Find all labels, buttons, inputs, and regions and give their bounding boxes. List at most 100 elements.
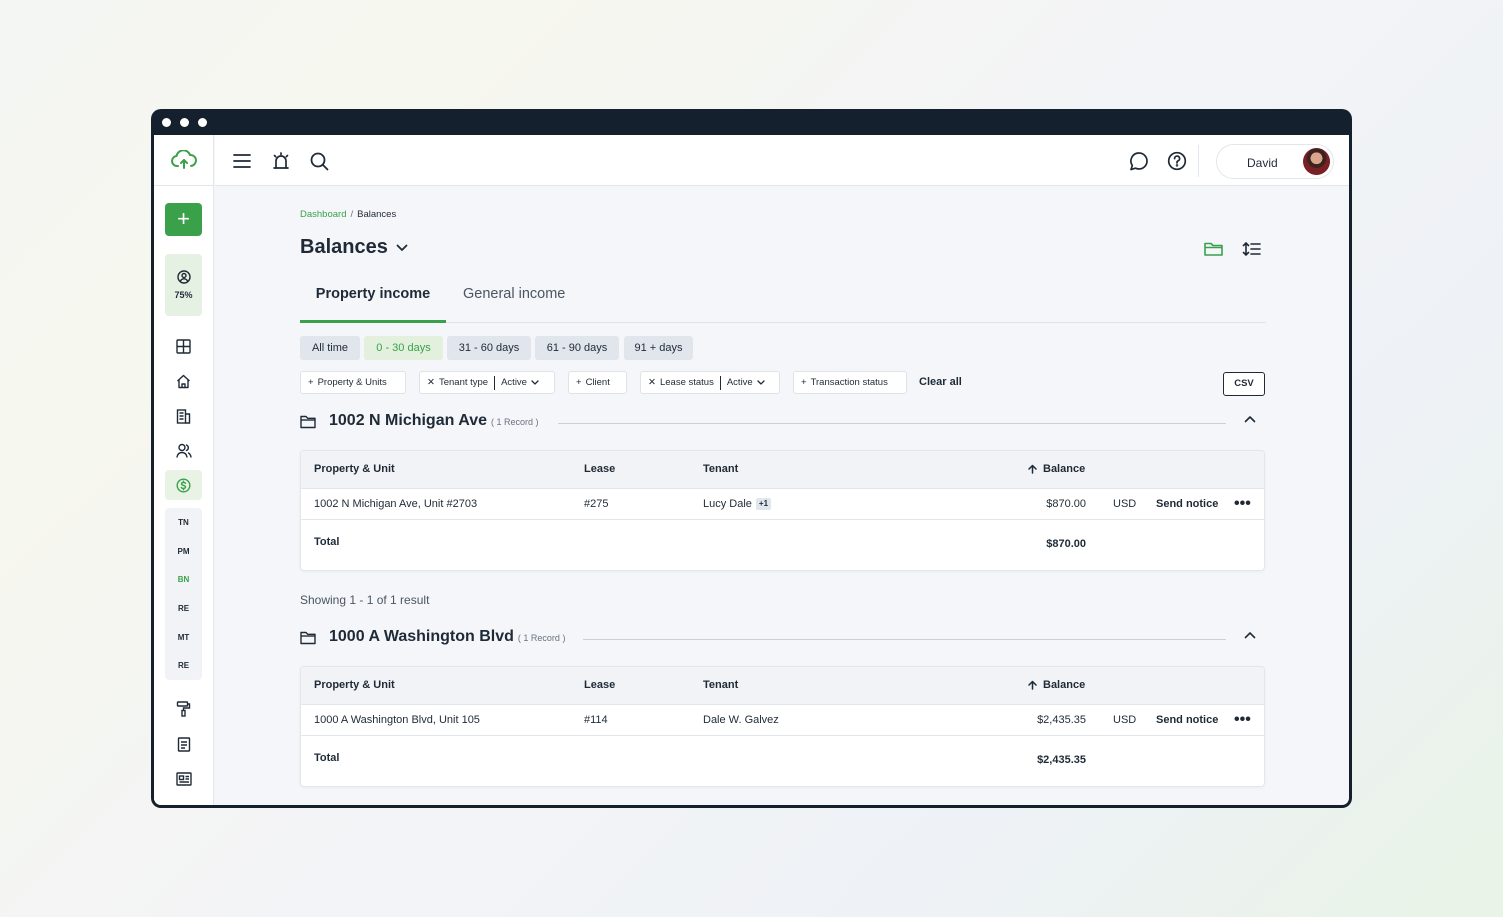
column-header-balance-label: Balance: [1043, 679, 1086, 691]
sidebar-tag-mt[interactable]: MT: [177, 632, 190, 642]
balances-table: Property & Unit Lease Tenant Balance 100…: [300, 666, 1265, 787]
sidebar-item-dashboard[interactable]: [165, 331, 202, 361]
group-header: 1000 A Washington Blvd( 1 Record ): [300, 628, 1266, 650]
column-header-lease[interactable]: Lease: [584, 463, 616, 475]
breadcrumb: Dashboard / Balances: [300, 209, 396, 220]
column-header-balance[interactable]: Balance: [1028, 463, 1085, 475]
filter-transaction-status[interactable]: + Transaction status: [793, 371, 907, 394]
chip-31-60-days[interactable]: 31 - 60 days: [447, 336, 531, 360]
cell-tenant[interactable]: Dale W. Galvez: [703, 714, 779, 726]
total-label: Total: [314, 536, 340, 548]
sidebar-item-maintenance[interactable]: [165, 694, 202, 724]
group-title-text: 1002 N Michigan Ave: [329, 412, 487, 429]
column-header-tenant[interactable]: Tenant: [703, 463, 739, 475]
table-header: Property & Unit Lease Tenant Balance: [301, 451, 1264, 489]
more-options-icon[interactable]: •••: [1234, 711, 1251, 728]
column-header-tenant[interactable]: Tenant: [703, 679, 739, 691]
add-new-button[interactable]: +: [165, 203, 202, 236]
clear-all-button[interactable]: Clear all: [919, 376, 962, 388]
chip-all-time[interactable]: All time: [300, 336, 360, 360]
tab-property-income[interactable]: Property income: [300, 286, 446, 323]
filter-lease-status[interactable]: ✕ Lease status Active: [640, 371, 780, 394]
chevron-up-icon[interactable]: [1244, 631, 1256, 639]
sidebar-item-accounting[interactable]: [165, 470, 202, 500]
table-total-row: Total $870.00: [301, 520, 1264, 570]
window-titlebar: [151, 109, 1352, 135]
send-notice-button[interactable]: Send notice: [1156, 498, 1219, 510]
group-record-count: ( 1 Record ): [490, 417, 539, 427]
alarm-clock-icon: [271, 151, 291, 171]
column-header-property-unit[interactable]: Property & Unit: [314, 679, 395, 691]
sidebar-tag-tn[interactable]: TN: [178, 517, 189, 527]
cell-lease[interactable]: #275: [584, 498, 609, 510]
folder-view-button[interactable]: [1202, 238, 1224, 260]
filter-tenant-type[interactable]: ✕ Tenant type Active: [419, 371, 555, 394]
tenant-extra-badge[interactable]: +1: [755, 498, 772, 510]
grid-icon: [176, 338, 191, 354]
table-row[interactable]: 1000 A Washington Blvd, Unit 105 #114 Da…: [301, 705, 1264, 736]
sidebar-item-contacts[interactable]: [165, 435, 202, 465]
sidebar-item-leases[interactable]: [165, 401, 202, 431]
chip-91-plus-days[interactable]: 91 + days: [624, 336, 693, 360]
window-dot-close[interactable]: [162, 117, 171, 127]
sidebar-tag-re-2[interactable]: RE: [177, 661, 190, 671]
close-icon[interactable]: ✕: [427, 377, 435, 388]
table-header: Property & Unit Lease Tenant Balance: [301, 667, 1264, 705]
sidebar-tag-bn[interactable]: BN: [177, 575, 190, 585]
topbar-divider: [1198, 145, 1199, 177]
group-title: 1002 N Michigan Ave( 1 Record ): [329, 412, 539, 430]
send-notice-button[interactable]: Send notice: [1156, 714, 1219, 726]
window-dot-minimize[interactable]: [180, 117, 189, 127]
chevron-up-icon[interactable]: [1244, 415, 1256, 423]
cell-property-unit[interactable]: 1002 N Michigan Ave, Unit #2703: [314, 498, 478, 510]
group-divider: [558, 423, 1226, 424]
avatar: [1303, 148, 1330, 175]
table-row[interactable]: 1002 N Michigan Ave, Unit #2703 #275 Luc…: [301, 489, 1264, 520]
sidebar-tag-re[interactable]: RE: [177, 603, 190, 613]
search-button[interactable]: [307, 149, 331, 173]
filter-divider: [719, 375, 721, 390]
messages-button[interactable]: [1127, 149, 1151, 173]
filter-property-units[interactable]: + Property & Units: [300, 371, 406, 394]
logo[interactable]: [154, 135, 213, 186]
user-name: David: [1247, 156, 1278, 170]
sort-options-button[interactable]: [1240, 238, 1262, 260]
help-circle-icon: [1167, 151, 1187, 171]
cell-balance: $2,435.35: [1037, 714, 1086, 726]
user-menu[interactable]: David: [1216, 144, 1334, 179]
breadcrumb-dashboard-link[interactable]: Dashboard: [300, 209, 347, 220]
help-button[interactable]: [1165, 149, 1189, 173]
group-title: 1000 A Washington Blvd( 1 Record ): [329, 628, 565, 646]
window-dot-maximize[interactable]: [198, 117, 207, 127]
column-header-property-unit[interactable]: Property & Unit: [314, 463, 395, 475]
filter-client[interactable]: + Client: [568, 371, 627, 394]
chip-61-90-days[interactable]: 61 - 90 days: [535, 336, 619, 360]
csv-export-button[interactable]: CSV: [1223, 372, 1265, 396]
sidebar-item-listings[interactable]: [165, 764, 202, 794]
chevron-down-icon: [531, 380, 539, 385]
cell-property-unit[interactable]: 1000 A Washington Blvd, Unit 105: [314, 714, 480, 726]
sidebar-item-properties[interactable]: [165, 366, 202, 396]
column-header-balance[interactable]: Balance: [1028, 679, 1085, 691]
profile-progress[interactable]: 75%: [165, 254, 202, 316]
cell-lease[interactable]: #114: [584, 714, 608, 726]
alerts-button[interactable]: [269, 149, 293, 173]
breadcrumb-current: Balances: [357, 209, 397, 220]
cell-currency: USD: [1113, 498, 1137, 510]
folder-icon: [300, 631, 316, 645]
sidebar-item-reports[interactable]: [165, 729, 202, 759]
column-header-lease[interactable]: Lease: [584, 679, 616, 691]
more-options-icon[interactable]: •••: [1234, 495, 1251, 512]
cell-tenant[interactable]: Lucy Dale +1: [703, 498, 772, 510]
filter-divider: [494, 375, 496, 390]
table-total-row: Total $2,435.35: [301, 736, 1264, 786]
page-title[interactable]: Balances: [300, 236, 408, 259]
plus-icon: +: [177, 206, 190, 231]
sidebar-tag-pm[interactable]: PM: [177, 546, 190, 556]
chevron-down-icon: [757, 380, 765, 385]
tab-general-income[interactable]: General income: [463, 286, 566, 302]
chip-0-30-days[interactable]: 0 - 30 days: [364, 336, 443, 360]
menu-button[interactable]: [230, 149, 254, 173]
filter-tenant-type-value: Active: [501, 377, 527, 388]
close-icon[interactable]: ✕: [648, 377, 656, 388]
